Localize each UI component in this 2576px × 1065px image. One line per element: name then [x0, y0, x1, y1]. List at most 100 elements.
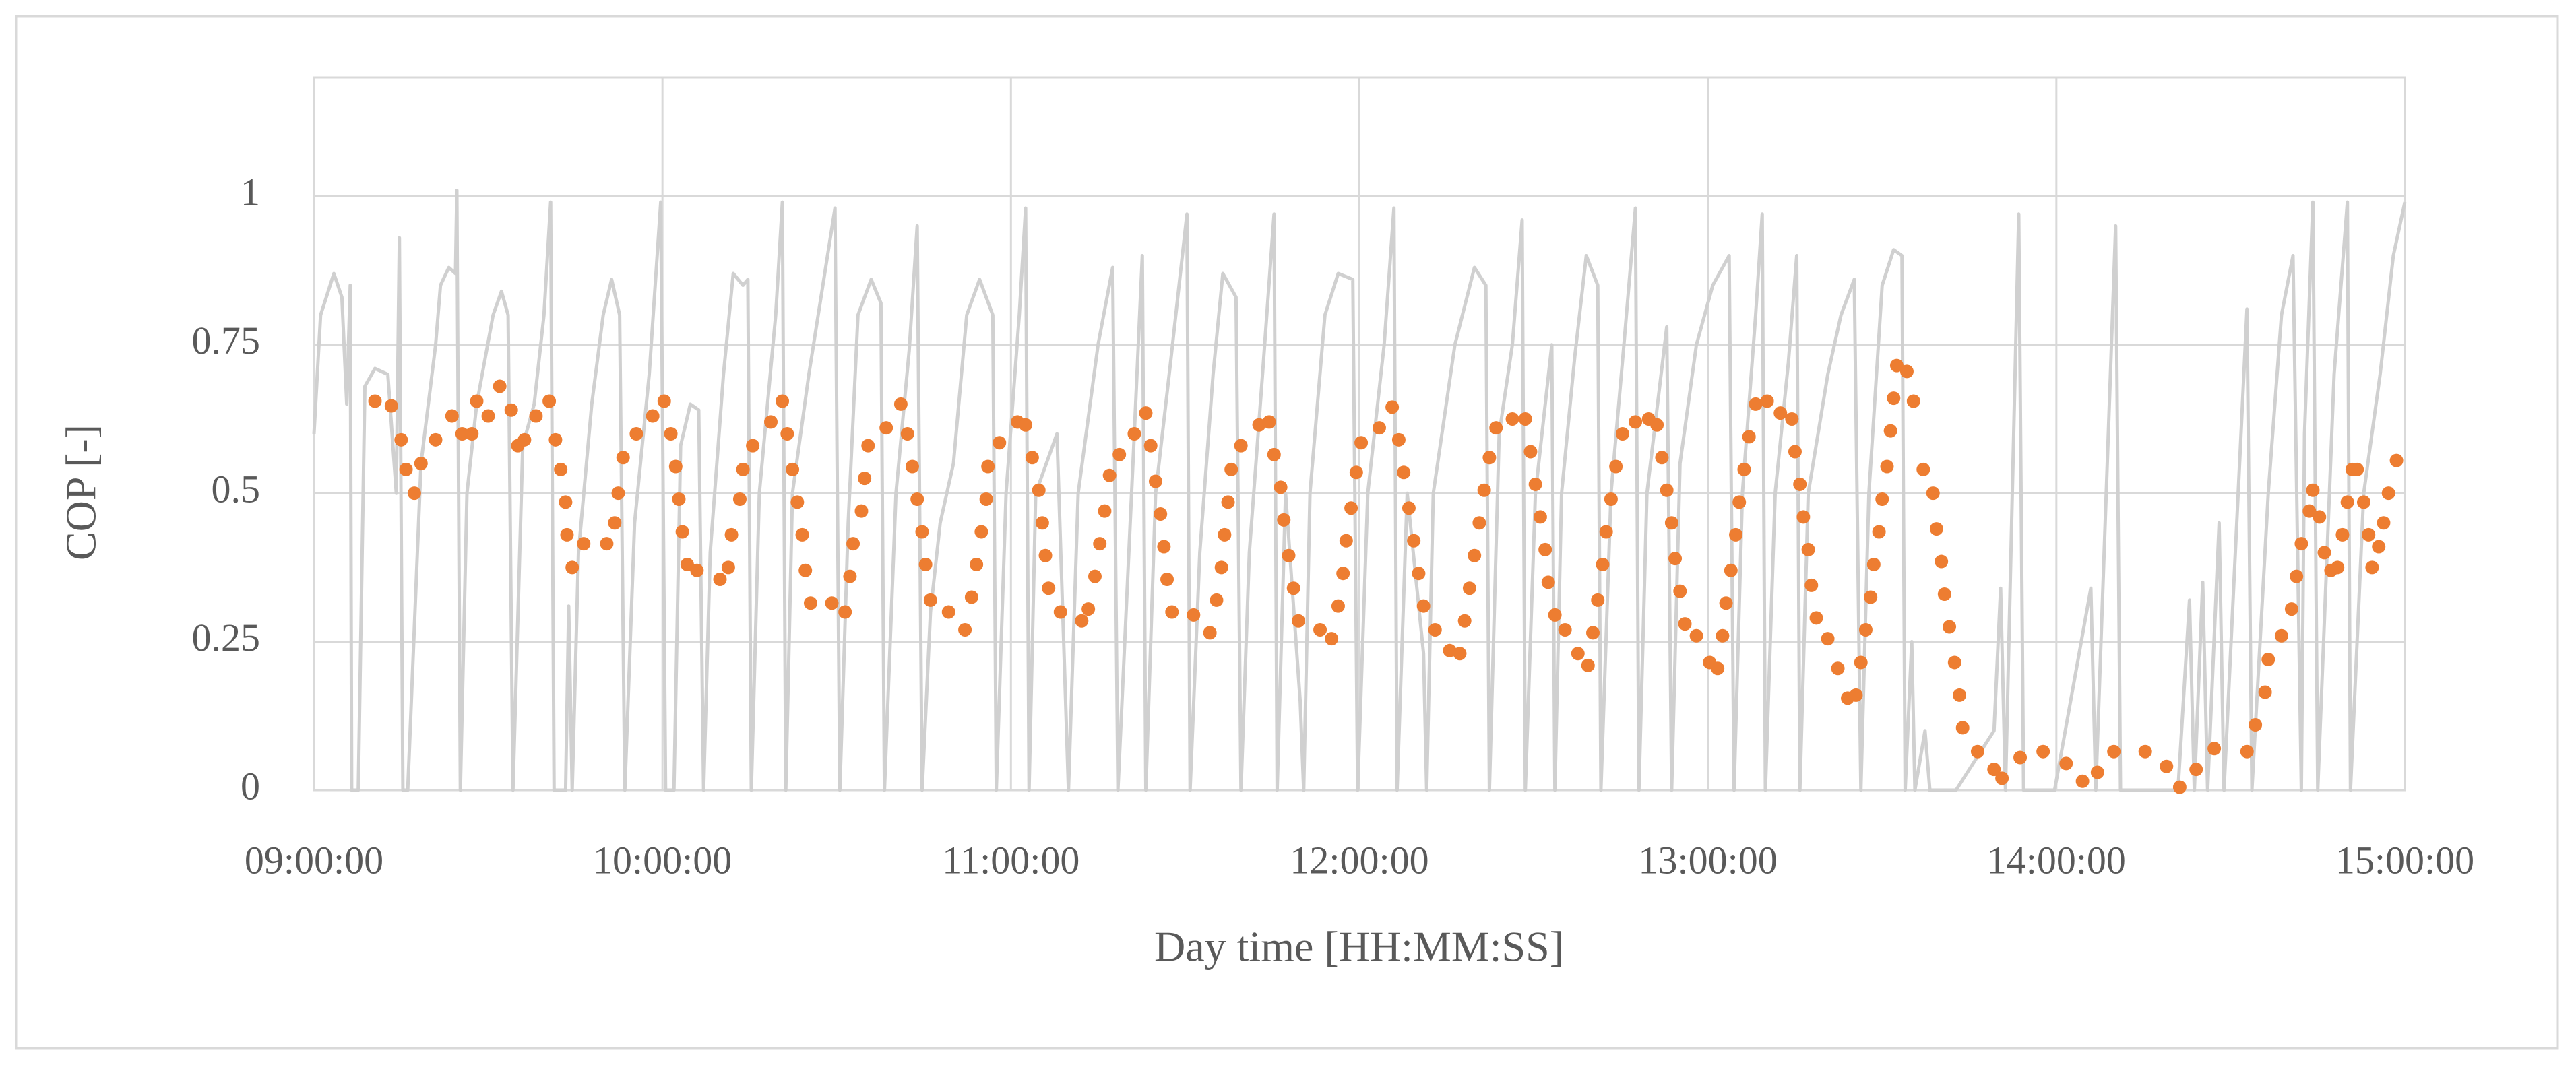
data-point [1889, 358, 1904, 373]
data-point [2036, 744, 2050, 759]
data-point [1224, 462, 1238, 476]
data-point [1154, 507, 1168, 521]
data-point [1541, 575, 1555, 589]
data-point [2059, 756, 2073, 771]
data-point [910, 492, 924, 506]
data-point [1143, 439, 1158, 453]
data-point [1428, 622, 1442, 637]
data-point [1887, 391, 1901, 406]
data-point [2249, 718, 2263, 732]
data-point [2138, 744, 2152, 759]
data-point [1019, 418, 1033, 432]
data-point [577, 537, 591, 551]
data-point [790, 495, 805, 509]
data-point [394, 432, 408, 447]
data-point [407, 486, 421, 501]
data-point [1453, 647, 1467, 661]
data-point [1157, 540, 1171, 554]
data-point [680, 557, 694, 571]
data-point [2350, 462, 2364, 476]
data-point [2356, 495, 2370, 509]
data-point [1571, 647, 1585, 661]
data-point [1729, 527, 1743, 542]
data-point [2207, 742, 2222, 756]
data-point [1943, 620, 1957, 634]
data-point [1880, 459, 1894, 474]
data-point [465, 427, 479, 441]
data-point [504, 403, 518, 417]
data-point [470, 394, 484, 408]
data-point [1477, 483, 1491, 497]
data-point [1831, 661, 1845, 676]
data-point [1533, 510, 1547, 524]
data-point [646, 409, 660, 423]
data-point [1849, 688, 1863, 702]
data-point [2372, 540, 2386, 554]
data-point [611, 486, 625, 501]
data-point [1042, 581, 1056, 595]
data-point [1462, 581, 1476, 595]
data-point [970, 557, 984, 571]
data-point [900, 427, 914, 441]
data-point [981, 459, 995, 474]
data-point [1038, 548, 1053, 562]
data-point [1354, 436, 1369, 450]
data-point [979, 492, 993, 506]
data-point [1872, 525, 1886, 539]
data-point [1650, 418, 1664, 432]
data-point [368, 394, 382, 408]
data-point [838, 605, 852, 619]
y-tick-label: 0.5 [212, 467, 261, 511]
x-tick-label: 13:00:00 [1639, 838, 1778, 882]
data-point [1678, 617, 1692, 631]
data-point [1277, 513, 1291, 527]
data-point [1558, 622, 1572, 637]
data-point [1518, 412, 1532, 426]
data-point [843, 569, 857, 583]
data-point [657, 394, 671, 408]
data-point [1286, 581, 1300, 595]
x-tick-label: 15:00:00 [2335, 838, 2474, 882]
data-point [1929, 522, 1943, 536]
data-point [2317, 546, 2331, 560]
data-point [1416, 599, 1431, 613]
data-point [1788, 445, 1802, 459]
data-point [1599, 525, 1613, 539]
data-point [918, 557, 933, 571]
data-point [1252, 418, 1266, 432]
data-point [1737, 462, 1751, 476]
data-point [974, 525, 988, 539]
data-point [2294, 537, 2308, 551]
data-point [1262, 415, 1276, 429]
data-point [1906, 394, 1920, 408]
data-point [1953, 688, 1967, 702]
data-point [1719, 596, 1733, 610]
data-point [1987, 763, 2001, 777]
data-point [2377, 516, 2391, 530]
data-point [1291, 614, 1305, 628]
data-point [1732, 495, 1747, 509]
data-point [2274, 628, 2288, 643]
data-point [803, 596, 817, 610]
data-point [1349, 465, 1363, 480]
data-point [1749, 397, 1763, 411]
data-point [1528, 477, 1542, 491]
x-tick-label: 14:00:00 [1987, 838, 2126, 882]
data-point [1581, 658, 1595, 672]
data-point [1586, 626, 1600, 640]
data-point [1489, 421, 1503, 435]
data-point [1075, 614, 1089, 628]
data-point [1899, 364, 1914, 379]
data-point [846, 537, 860, 551]
data-point [2331, 560, 2345, 575]
data-point [1214, 560, 1228, 575]
data-point [1160, 573, 1174, 587]
data-point [2302, 504, 2317, 518]
data-point [1609, 459, 1623, 474]
data-point [445, 409, 459, 423]
data-point [664, 427, 678, 441]
data-point [1336, 567, 1350, 581]
data-point [1325, 632, 1339, 646]
data-point [1412, 567, 1426, 581]
data-point [1102, 468, 1117, 482]
